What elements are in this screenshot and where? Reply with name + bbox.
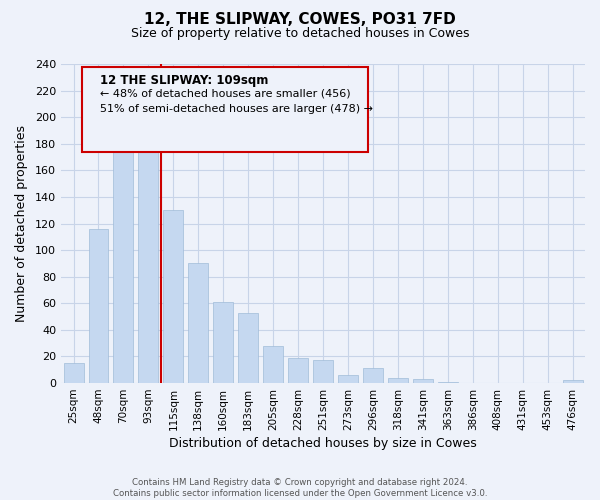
Bar (363, 368, 383, 383)
Bar (288, 358, 308, 383)
Bar (188, 264, 208, 383)
Text: 12 THE SLIPWAY: 109sqm: 12 THE SLIPWAY: 109sqm (100, 74, 269, 86)
Bar (413, 379, 433, 383)
Bar (263, 346, 283, 383)
Bar (563, 380, 583, 383)
Bar (163, 210, 184, 383)
Y-axis label: Number of detached properties: Number of detached properties (15, 125, 28, 322)
Bar (139, 129, 158, 383)
Text: Size of property relative to detached houses in Cowes: Size of property relative to detached ho… (131, 28, 469, 40)
Bar (313, 360, 333, 383)
Text: 51% of semi-detached houses are larger (478) →: 51% of semi-detached houses are larger (… (100, 104, 373, 114)
Bar (338, 375, 358, 383)
Text: ← 48% of detached houses are smaller (456): ← 48% of detached houses are smaller (45… (100, 89, 351, 99)
Bar (89, 229, 109, 383)
Text: Contains HM Land Registry data © Crown copyright and database right 2024.
Contai: Contains HM Land Registry data © Crown c… (113, 478, 487, 498)
X-axis label: Distribution of detached houses by size in Cowes: Distribution of detached houses by size … (169, 437, 477, 450)
Bar (113, 120, 133, 383)
FancyBboxPatch shape (82, 67, 368, 152)
Bar (438, 382, 458, 383)
Bar (213, 302, 233, 383)
Bar (388, 378, 408, 383)
Text: 12, THE SLIPWAY, COWES, PO31 7FD: 12, THE SLIPWAY, COWES, PO31 7FD (144, 12, 456, 28)
Bar (64, 363, 83, 383)
Bar (238, 312, 258, 383)
